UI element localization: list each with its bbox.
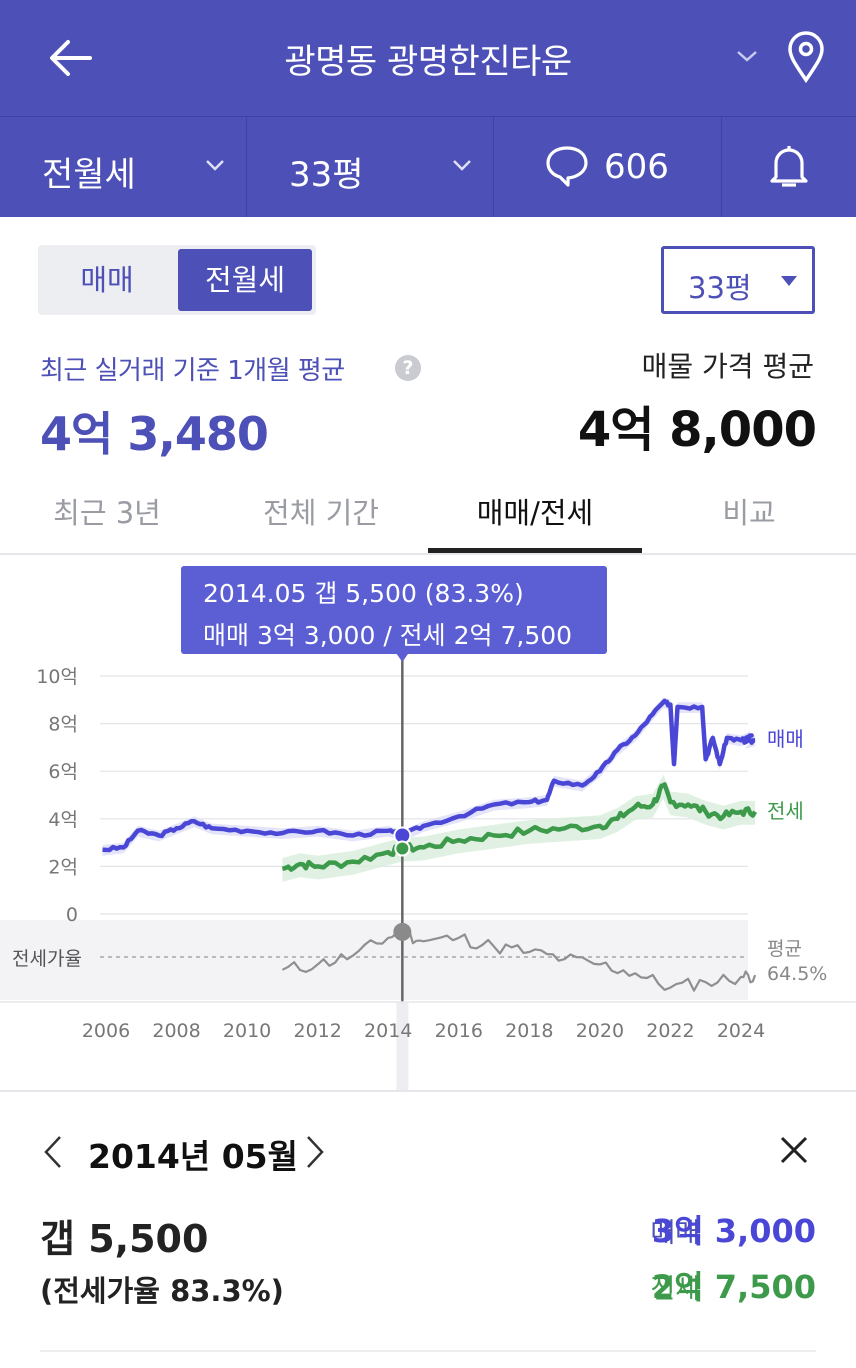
chevron-down-icon: [204, 157, 226, 173]
y-tick-label: 10억: [36, 666, 78, 688]
selected-jeonse-point: [394, 840, 411, 857]
recent-average-value: 4억 3,480: [40, 407, 269, 461]
bottom-divider: [40, 1350, 816, 1352]
y-tick-label: 8억: [48, 714, 78, 736]
detail-jeonse-value: 2억 7,500: [651, 1268, 816, 1306]
speech-bubble-icon: [546, 146, 588, 187]
x-tick-label: 2006: [82, 1020, 130, 1042]
x-tick-label: 2016: [435, 1020, 483, 1042]
detail-jeonse-label: 전세: [650, 1274, 700, 1305]
tab-recent-3y[interactable]: 최근 3년: [53, 496, 161, 530]
chevron-down-icon: [451, 157, 473, 173]
x-tick-label: 2012: [293, 1020, 341, 1042]
deal-type-dropdown[interactable]: 전월세: [0, 117, 247, 217]
listing-average-value: 4억 8,000: [577, 402, 817, 458]
x-tick-label: 2024: [717, 1020, 765, 1042]
gap-value: 갭 5,500: [40, 1217, 209, 1261]
detail-date: 2014년 05월: [88, 1137, 298, 1176]
jeonse-series-label: 전세: [767, 799, 804, 823]
complex-title[interactable]: 광명동 광명한진타운: [284, 42, 572, 82]
section-divider: [0, 1090, 856, 1092]
sale-line: [102, 698, 756, 853]
tooltip-price-line: 매매 3억 3,000 / 전세 2억 7,500: [203, 621, 573, 650]
recent-average-label: 최근 실거래 기준 1개월 평균: [40, 356, 345, 386]
back-arrow-icon: [50, 40, 92, 76]
tab-compare[interactable]: 비교: [722, 496, 776, 530]
close-icon: [780, 1136, 808, 1164]
prev-month-button[interactable]: [40, 1134, 68, 1170]
active-tab-indicator: [428, 548, 642, 553]
notification-button[interactable]: [722, 117, 856, 217]
filter-bar: 전월세 33평 606: [0, 116, 856, 217]
size-label: 33평: [289, 155, 364, 195]
x-tick-label: 2022: [646, 1020, 694, 1042]
close-button[interactable]: [778, 1134, 810, 1166]
listing-average-label: 매물 가격 평균: [641, 350, 814, 383]
jeonse-line: [281, 782, 758, 872]
caret-down-icon: [781, 276, 797, 286]
selected-ratio-point: [393, 922, 412, 941]
jeonse-ratio-text: (전세가율 83.3%): [40, 1274, 284, 1308]
size-select-value: 33평: [688, 271, 752, 305]
location-pin-icon[interactable]: [786, 30, 826, 84]
size-select[interactable]: 33평: [661, 246, 815, 314]
back-button[interactable]: [42, 30, 102, 86]
chart-tooltip: 2014.05 갭 5,500 (83.3%) 매매 3억 3,000 / 전세…: [181, 566, 607, 654]
ratio-average-label: 평균: [767, 938, 802, 960]
size-dropdown[interactable]: 33평: [247, 117, 494, 217]
toggle-rent[interactable]: 전월세: [178, 249, 312, 311]
x-tick-label: 2010: [223, 1020, 271, 1042]
tab-sale-jeonse[interactable]: 매매/전세: [476, 496, 594, 530]
chevron-down-icon[interactable]: [734, 46, 760, 66]
x-tick-label: 2014: [364, 1020, 412, 1042]
y-tick-label: 4억: [48, 809, 78, 831]
y-tick-label: 2억: [48, 856, 78, 878]
y-tick-label: 0: [66, 904, 78, 926]
x-tick-label: 2008: [152, 1020, 200, 1042]
chevron-right-icon: [307, 1136, 324, 1168]
detail-sale-label: 매매: [650, 1218, 700, 1249]
tooltip-pointer: [395, 652, 410, 662]
bell-icon: [770, 146, 808, 187]
ratio-label: 전세가율: [12, 948, 82, 970]
deal-type-label: 전월세: [42, 155, 136, 195]
detail-sale-value: 3억 3,000: [651, 1212, 816, 1250]
sale-range-band: [102, 697, 756, 856]
sale-series-label: 매매: [767, 727, 804, 751]
help-icon[interactable]: ?: [395, 355, 421, 381]
ratio-average-value: 64.5%: [767, 963, 827, 985]
period-tabs: 최근 3년 전체 기간 매매/전세 비교: [0, 470, 856, 555]
x-tick-label: 2020: [576, 1020, 624, 1042]
x-tick-label: 2018: [505, 1020, 553, 1042]
y-tick-label: 6억: [48, 761, 78, 783]
deal-type-toggle: 매매 전월세: [38, 245, 316, 315]
toggle-sale[interactable]: 매매: [80, 263, 134, 297]
next-month-button[interactable]: [300, 1134, 328, 1170]
ratio-band: [0, 920, 748, 1000]
comments-count: 606: [604, 147, 669, 187]
comments-button[interactable]: 606: [494, 117, 722, 217]
selection-stem: [396, 1002, 409, 1090]
chevron-left-icon: [44, 1136, 61, 1168]
ratio-line: [281, 927, 757, 992]
tooltip-gap-line: 2014.05 갭 5,500 (83.3%): [203, 579, 524, 608]
top-bar: 광명동 광명한진타운: [0, 0, 856, 116]
tab-all-period[interactable]: 전체 기간: [263, 496, 379, 530]
